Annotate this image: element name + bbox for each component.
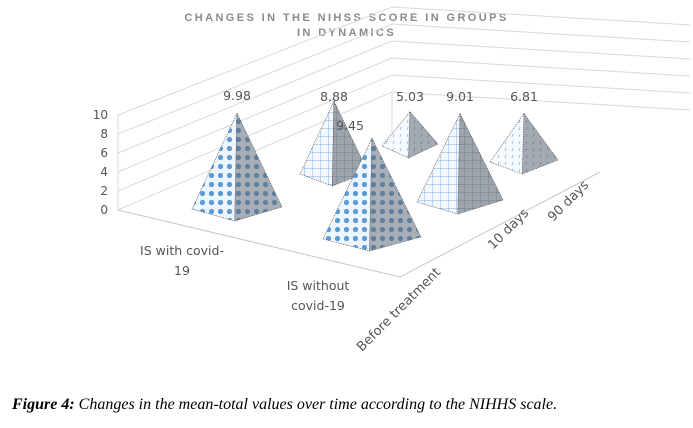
- series-label: 90 days: [545, 178, 592, 225]
- pyramid-right-face: [457, 113, 504, 215]
- gridline: [117, 6, 691, 116]
- data-label: 8.88: [320, 89, 348, 104]
- pyramid-chart: 0 2 4 6 8 10 5.03 6.81 8.88 9.01 9.98 9.45 IS with…: [93, 6, 691, 355]
- pyramids: 5.03 6.81 8.88 9.01 9.98 9.45: [191, 88, 559, 252]
- caption-text: Changes in the mean-total values over ti…: [74, 396, 558, 413]
- category-label: IS without: [287, 278, 350, 293]
- gridline: [117, 57, 691, 173]
- y-tick-label: 2: [100, 184, 108, 198]
- data-label: 6.81: [510, 89, 538, 104]
- pyramid-left-face: [322, 138, 373, 252]
- chart-title-line1: CHANGES IN THE NIHSS SCORE IN GROUPS: [184, 12, 509, 24]
- y-tick-label: 6: [100, 146, 108, 160]
- pyramid-right-face: [521, 112, 559, 175]
- pyramid-right-face: [369, 138, 422, 252]
- pyramid-left-face: [191, 113, 238, 222]
- pyramid-right-face: [408, 110, 439, 159]
- gridline: [117, 23, 691, 135]
- pyramid-right-face: [234, 113, 283, 222]
- category-label: IS with covid-: [140, 243, 224, 258]
- y-tick-label: 8: [100, 127, 108, 141]
- y-tick-label: 10: [93, 108, 108, 122]
- category-label: 19: [174, 263, 190, 278]
- data-label: 9.45: [336, 118, 364, 133]
- caption-label: Figure 4:: [12, 396, 75, 413]
- gridline: [117, 74, 691, 192]
- series-label: Before treatment: [354, 265, 444, 355]
- pyramid-right-face: [331, 100, 369, 187]
- gridlines: [117, 6, 691, 278]
- figure-caption: Figure 4: Changes in the mean-total valu…: [12, 396, 557, 414]
- category-label: covid-19: [291, 298, 345, 313]
- y-tick-label: 4: [100, 165, 108, 179]
- y-axis: 0 2 4 6 8 10: [93, 108, 108, 217]
- data-label: 9.98: [223, 88, 251, 103]
- pyramid-left-face: [489, 112, 525, 175]
- series-label: 10 days: [485, 206, 532, 253]
- gridline: [117, 40, 691, 154]
- chart-title-line2: IN DYNAMICS: [296, 27, 397, 39]
- pyramid-left-face: [299, 100, 335, 187]
- pyramid-left-face: [381, 110, 411, 159]
- data-label: 9.01: [446, 89, 474, 104]
- y-tick-label: 0: [100, 203, 108, 217]
- floor-edge: [117, 171, 601, 278]
- data-label: 5.03: [396, 89, 424, 104]
